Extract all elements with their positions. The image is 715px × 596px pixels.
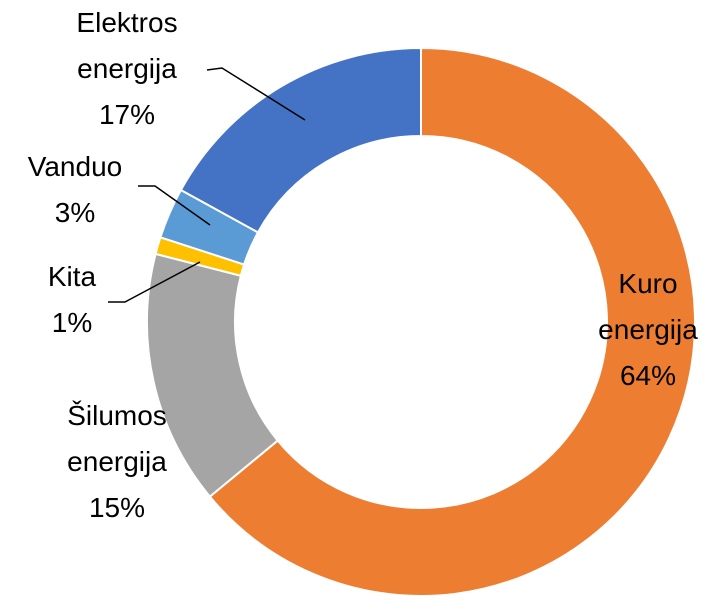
category-label: Elektros energija xyxy=(76,7,178,84)
data-label: Vanduo 3% xyxy=(5,144,145,236)
data-label: Elektros energija 17% xyxy=(57,0,197,138)
leader-line xyxy=(206,67,306,121)
value-label: 1% xyxy=(51,307,93,338)
slices xyxy=(146,46,696,596)
donut-slice xyxy=(179,46,422,234)
category-label: Kita xyxy=(47,261,97,292)
data-label: Kuro energija 64% xyxy=(578,261,715,399)
category-label: Šilumos energija xyxy=(67,400,167,477)
category-label: Kuro energija xyxy=(598,268,698,345)
leader-line xyxy=(108,261,201,303)
value-label: 15% xyxy=(88,492,146,523)
value-label: 64% xyxy=(619,360,677,391)
data-label: Kita 1% xyxy=(2,254,142,346)
leader-line xyxy=(138,185,211,226)
data-label: Šilumos energija 15% xyxy=(47,393,187,531)
value-label: 17% xyxy=(98,99,156,130)
value-label: 3% xyxy=(54,197,96,228)
donut-slice xyxy=(208,46,696,596)
category-label: Vanduo xyxy=(27,151,123,182)
